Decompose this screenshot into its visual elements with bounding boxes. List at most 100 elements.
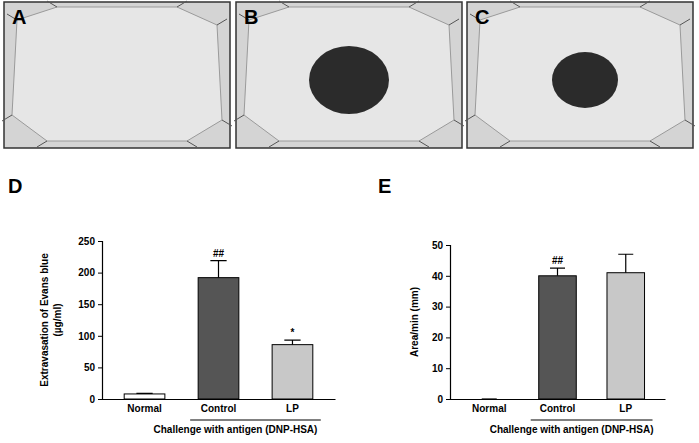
- x-tick: LP: [619, 399, 632, 414]
- error-bar: [618, 254, 633, 272]
- error-bar: [136, 393, 152, 395]
- x-tick: Normal: [127, 399, 162, 414]
- y-tick: 10: [432, 363, 450, 374]
- photo-pin: [454, 120, 464, 126]
- error-bar: [284, 340, 300, 344]
- y-tick: 250: [78, 236, 102, 247]
- photo-skin: [475, 7, 685, 141]
- photo-panel: B: [234, 1, 464, 148]
- y-axis-title-line: Area/min (mm): [409, 287, 420, 357]
- x-axis-line: [103, 399, 336, 400]
- photo-pin: [222, 120, 232, 126]
- y-tick: 100: [78, 331, 102, 342]
- photo-pin: [187, 141, 197, 147]
- error-bar: [482, 398, 497, 399]
- group-bracket: [190, 420, 321, 421]
- panel-letter: E: [378, 175, 391, 197]
- panel-letter: A: [12, 6, 26, 28]
- error-bar: [550, 268, 565, 276]
- y-tick: 0: [437, 394, 450, 405]
- y-tick-label: 40: [432, 271, 444, 282]
- x-axis-line: [451, 399, 666, 400]
- chart: E 0 10 20 30 40 50 Area/min (mm) Normal Control LP…: [378, 175, 666, 435]
- photo-pin: [449, 19, 459, 25]
- y-tick-label: 0: [437, 394, 443, 405]
- bar: [272, 345, 313, 399]
- y-tick-mark: [98, 304, 102, 305]
- plot-marks: [124, 261, 313, 399]
- y-tick-mark: [446, 307, 450, 308]
- photo-frame: [467, 2, 693, 148]
- photo-skin: [244, 7, 454, 141]
- photo-skin: [12, 7, 222, 141]
- y-tick: 0: [89, 394, 102, 405]
- panel-letter: B: [244, 6, 258, 28]
- photo-pin: [37, 141, 47, 147]
- x-tick-label: LP: [286, 403, 299, 414]
- photo-panel: C: [465, 1, 695, 148]
- y-tick-label: 250: [78, 236, 95, 247]
- x-tick: Control: [540, 399, 576, 414]
- photo-frame: [4, 2, 230, 148]
- figure: ABCD050100150200250Extravasation of Evan…: [0, 0, 699, 443]
- significance-mark: *: [291, 327, 295, 338]
- group-label: Challenge with antigen (DNP-HSA): [154, 424, 318, 435]
- x-tick: LP: [286, 399, 299, 414]
- photo-pin: [409, 1, 419, 7]
- y-axis-title: Area/min (mm): [409, 287, 420, 357]
- photo-frame: [236, 2, 462, 148]
- y-tick-label: 10: [432, 363, 444, 374]
- x-tick: Control: [201, 399, 237, 414]
- group-bracket: [531, 420, 653, 421]
- y-tick-mark: [446, 337, 450, 338]
- x-tick-label: Normal: [127, 403, 162, 414]
- bar: [470, 399, 508, 400]
- error-bar: [210, 261, 226, 278]
- y-tick-mark: [446, 368, 450, 369]
- y-tick-mark: [98, 367, 102, 368]
- photo-pin: [680, 19, 690, 25]
- y-tick-label: 50: [432, 240, 444, 251]
- y-tick: 200: [78, 267, 102, 278]
- photo-pin: [2, 115, 12, 121]
- group-label: Challenge with antigen (DNP-HSA): [490, 424, 654, 435]
- y-tick: 30: [432, 301, 450, 312]
- x-tick-label: Normal: [472, 403, 507, 414]
- photo-pin: [419, 141, 429, 147]
- photo-pin: [500, 141, 510, 147]
- y-tick: 150: [78, 299, 102, 310]
- photo-pin: [269, 141, 279, 147]
- y-tick-mark: [98, 399, 102, 400]
- photo-pin: [217, 19, 227, 25]
- y-tick: 50: [84, 362, 102, 373]
- photo-spot: [309, 46, 389, 114]
- photo-pin: [685, 120, 695, 126]
- photo-pin: [650, 141, 660, 147]
- bar: [607, 273, 645, 399]
- x-tick-label: Control: [540, 403, 576, 414]
- y-tick: 40: [432, 271, 450, 282]
- plot-marks: [482, 254, 645, 399]
- x-axis: Normal Control LP: [103, 399, 336, 414]
- y-tick-label: 50: [84, 362, 96, 373]
- y-tick-label: 200: [78, 267, 95, 278]
- y-tick-label: 20: [432, 332, 444, 343]
- y-tick: 50: [432, 240, 450, 251]
- x-axis: Normal Control LP: [451, 399, 666, 414]
- bar: [124, 394, 165, 399]
- photo-pin: [640, 1, 650, 7]
- y-tick-mark: [446, 399, 450, 400]
- photo-panel: A: [2, 1, 232, 148]
- photo-pin: [465, 115, 475, 121]
- photo-pin: [177, 1, 187, 7]
- y-axis-title-line: Extravasation of Evans blue: [39, 253, 50, 387]
- photo-pin: [47, 1, 57, 7]
- photo-pin: [279, 1, 289, 7]
- panel-letter: C: [475, 6, 489, 28]
- chart: D 0 50 100 150 200 250 Extravasation of Evans b…: [8, 175, 336, 435]
- y-tick-mark: [98, 336, 102, 337]
- y-tick-mark: [98, 241, 102, 242]
- y-tick-label: 30: [432, 301, 444, 312]
- y-tick-label: 0: [89, 394, 95, 405]
- panel-letter: D: [8, 175, 22, 197]
